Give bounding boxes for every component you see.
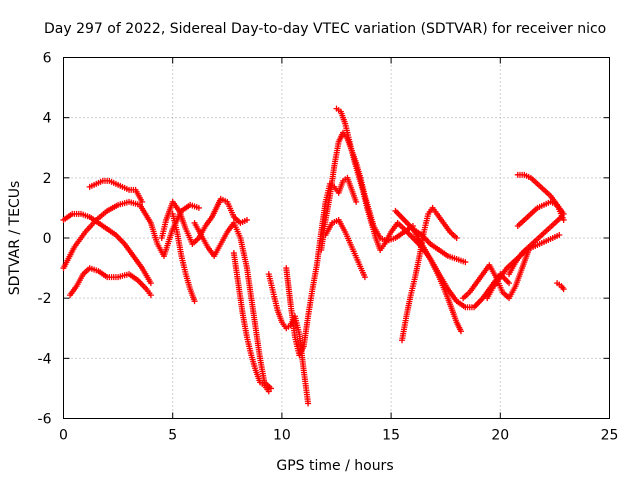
series-track-22 bbox=[554, 280, 567, 293]
y-tick-label: 4 bbox=[43, 111, 52, 127]
series-track-8 bbox=[230, 250, 272, 395]
series-track-6 bbox=[169, 210, 198, 305]
x-tick-label: 10 bbox=[273, 428, 291, 444]
y-tick-label: -4 bbox=[38, 351, 52, 367]
y-tick-label: -6 bbox=[38, 412, 52, 428]
y-tick-label: -2 bbox=[38, 291, 52, 307]
y-axis-label: SDTVAR / TECUs bbox=[7, 181, 23, 296]
data-point bbox=[560, 286, 567, 293]
series-track-1 bbox=[60, 198, 202, 272]
data-point bbox=[453, 235, 460, 241]
x-tick-label: 15 bbox=[382, 428, 400, 444]
y-tick-label: 2 bbox=[43, 171, 52, 187]
y-tick-label: 6 bbox=[43, 51, 52, 67]
data-points bbox=[60, 105, 567, 407]
data-point bbox=[556, 231, 563, 238]
data-point bbox=[560, 210, 567, 217]
x-tick-label: 20 bbox=[491, 428, 509, 444]
data-point bbox=[147, 280, 154, 287]
series-track-17 bbox=[460, 247, 532, 302]
x-tick-labels: 0 5 10 15 20 25 bbox=[59, 428, 618, 444]
x-axis-label: GPS time / hours bbox=[276, 458, 393, 474]
y-tick-labels: -6 -4 -2 0 2 4 6 bbox=[38, 51, 52, 428]
data-point bbox=[506, 280, 513, 287]
series-track-13 bbox=[322, 216, 368, 281]
data-point bbox=[361, 274, 368, 281]
series-track-2 bbox=[60, 210, 154, 287]
x-tick-label: 0 bbox=[59, 428, 68, 444]
data-point bbox=[139, 198, 146, 205]
series-track-16 bbox=[409, 225, 469, 266]
data-point bbox=[265, 388, 272, 395]
data-point bbox=[195, 204, 202, 211]
data-point bbox=[560, 216, 567, 223]
series-track-3 bbox=[67, 265, 154, 299]
data-point bbox=[457, 328, 464, 335]
series-track-12 bbox=[333, 105, 464, 335]
data-point bbox=[267, 385, 274, 392]
series-track-4 bbox=[86, 177, 146, 205]
chart-title: Day 297 of 2022, Sidereal Day-to-day VTE… bbox=[44, 21, 606, 37]
data-point bbox=[147, 292, 154, 299]
series-track-9 bbox=[265, 271, 312, 407]
x-tick-label: 5 bbox=[168, 428, 177, 444]
data-point bbox=[305, 400, 312, 407]
data-point bbox=[191, 298, 198, 305]
data-point bbox=[243, 216, 250, 223]
series-track-21 bbox=[514, 198, 567, 229]
x-tick-label: 25 bbox=[601, 428, 619, 444]
data-point bbox=[353, 198, 360, 205]
y-tick-label: 0 bbox=[43, 231, 52, 247]
series-track-10 bbox=[283, 174, 360, 359]
axis-ticks bbox=[63, 57, 610, 419]
series-track-5 bbox=[158, 195, 250, 248]
data-point bbox=[462, 259, 469, 266]
series-track-7 bbox=[191, 219, 274, 392]
